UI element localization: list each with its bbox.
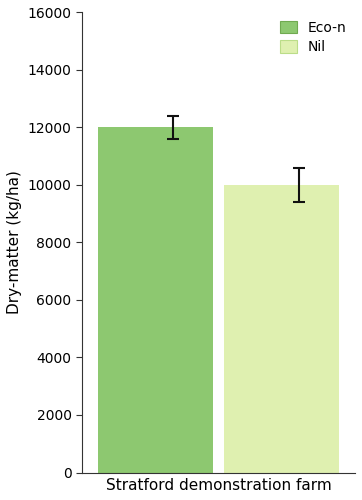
Bar — [224, 185, 339, 472]
Y-axis label: Dry-matter (kg/ha): Dry-matter (kg/ha) — [7, 170, 22, 314]
Bar — [98, 128, 213, 472]
Legend: Eco-n, Nil: Eco-n, Nil — [275, 15, 352, 60]
X-axis label: Stratford demonstration farm: Stratford demonstration farm — [106, 478, 331, 493]
